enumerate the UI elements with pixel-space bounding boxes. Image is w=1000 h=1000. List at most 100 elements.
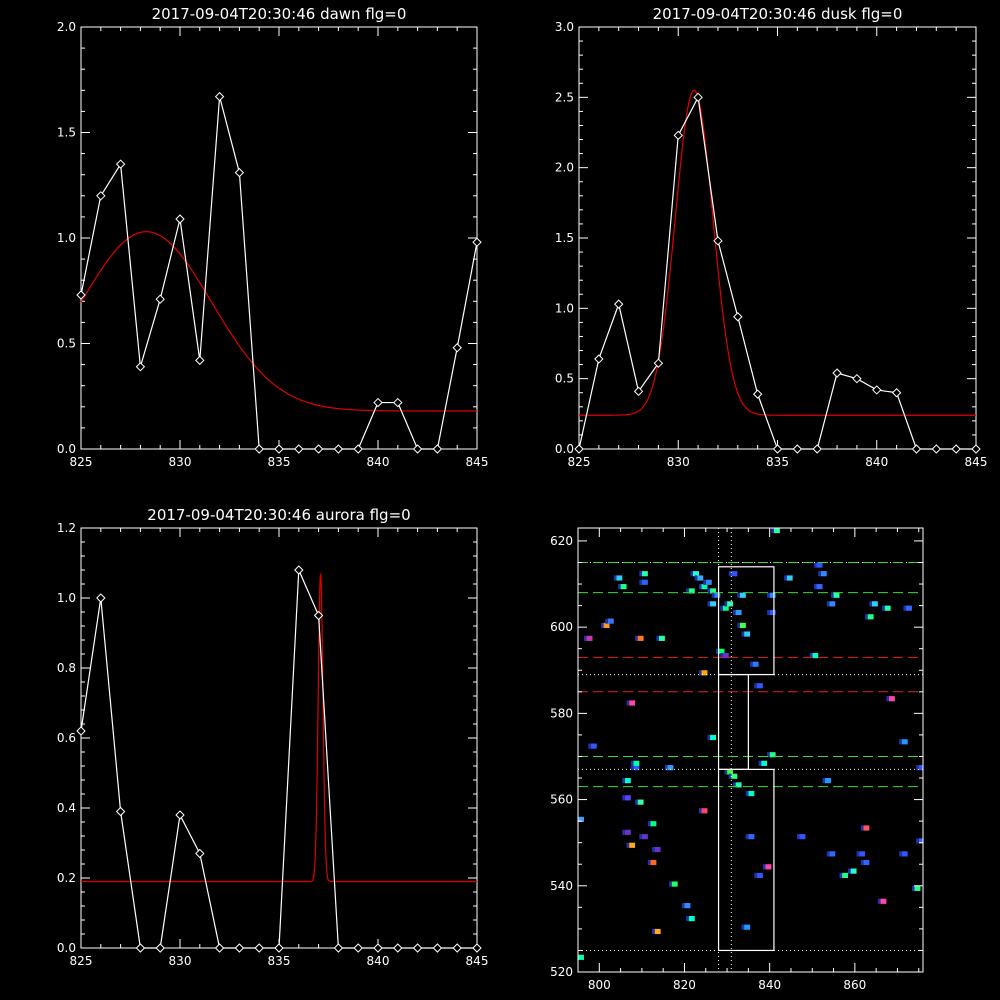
aurora-y-tick-label: 0.8 (57, 661, 76, 675)
aurora-data-point (214, 943, 225, 953)
image-pixel (667, 765, 674, 771)
dusk-x-tick-label: 825 (568, 455, 591, 469)
image-pixel (590, 743, 597, 749)
image-pixel-edge (796, 834, 800, 840)
dawn-data-point (96, 191, 106, 201)
image-pixel-edge (745, 834, 749, 840)
dawn-data-point (294, 444, 304, 454)
image-pixel (637, 799, 644, 805)
image-pixel-edge (639, 834, 642, 840)
image-pixel-edge (647, 859, 651, 866)
image-pixel (739, 592, 746, 598)
image-pixel-edge (728, 571, 732, 577)
image-pixel (650, 859, 657, 866)
image-pixel (624, 795, 631, 801)
image-pixel (829, 851, 836, 857)
dusk-x-tick-label: 840 (865, 455, 888, 469)
aurora-data-point (393, 943, 403, 953)
image-pixel-edge (618, 584, 621, 590)
dawn-y-tick-label: 2.0 (57, 20, 76, 34)
dawn-y-tick-label: 0.5 (57, 337, 76, 351)
image-pixel (863, 859, 870, 866)
image-pixel (799, 834, 806, 840)
image-pixel-edge (707, 588, 711, 594)
dusk-data-point (792, 444, 803, 454)
image-pixel (748, 790, 755, 797)
dusk-data-point (852, 373, 862, 384)
image-content (578, 528, 923, 972)
image-pixel-edge (601, 622, 604, 629)
image-pixel-edge (588, 743, 591, 749)
image-pixel (710, 734, 716, 741)
image-pixel (633, 765, 640, 771)
aurora-data-point (472, 943, 482, 953)
image-pixel-edge (694, 575, 698, 581)
image-y-tick-label: 540 (550, 879, 573, 893)
dusk-data-point (693, 92, 703, 103)
image-pixel-edge (707, 601, 711, 607)
image-pixel-edge (724, 601, 728, 607)
image-pixel-edge (813, 584, 817, 590)
image-pixel-edge (583, 635, 587, 641)
image-pixel-edge (839, 872, 843, 879)
image-pixel-edge (639, 579, 642, 585)
aurora-data-point (294, 565, 304, 575)
image-pixel (871, 601, 878, 607)
image-pixel (727, 601, 734, 607)
detector-image-panel: 800 820 840 860 520 540 560 580 600 620 (550, 527, 924, 992)
aurora-x-tick-label: 825 (70, 954, 93, 968)
image-pixel-edge (630, 760, 634, 766)
image-pixel (701, 584, 708, 590)
image-x-tick-label: 840 (758, 978, 781, 992)
image-pixel-edge (754, 683, 757, 689)
image-pixel (633, 760, 640, 766)
dawn-spectrum-panel: 2017-09-04T20:30:46 dawn flg=0 825 830 835 8… (57, 5, 489, 469)
dusk-spectrum-panel: 2017-09-04T20:30:46 dusk flg=0 825 830 835 8… (555, 5, 988, 469)
image-pixel-edge (767, 752, 770, 758)
dusk-y-tick-label: 0.0 (555, 442, 574, 456)
dawn-data-point (175, 214, 185, 224)
dusk-y-tick-label: 2.0 (555, 161, 574, 175)
aurora-data-point (432, 943, 443, 953)
image-pixel-edge (686, 915, 689, 922)
image-pixel (761, 760, 768, 766)
dusk-data-point (713, 236, 723, 246)
image-pixel-edge (826, 601, 830, 607)
image-pixel (710, 588, 716, 594)
image-pixel-edge (754, 872, 757, 879)
image-pixel (756, 683, 763, 689)
image-pixel-edge (698, 584, 702, 590)
image-pixel (816, 562, 823, 568)
image-pixel-edge (860, 859, 864, 866)
dusk-y-tick-label: 3.0 (555, 20, 574, 34)
dusk-data-point (931, 444, 942, 454)
image-pixel-edge (686, 588, 689, 594)
image-pixel (722, 653, 729, 659)
image-pixel (722, 605, 729, 611)
dawn-data-point (155, 294, 165, 304)
aurora-x-tick-label: 835 (268, 954, 291, 968)
image-pixel (624, 778, 631, 784)
dusk-data-point (891, 388, 902, 398)
image-pixel (629, 700, 636, 706)
dusk-data-point (733, 312, 743, 322)
dawn-data-point (373, 397, 383, 408)
aurora-data-point (76, 726, 86, 736)
aurora-data-point (175, 810, 185, 820)
image-pixel-edge (647, 821, 651, 827)
aurora-data-point (452, 943, 462, 953)
image-pixel-edge (877, 898, 881, 904)
image-pixel-edge (737, 592, 740, 598)
dusk-title: 2017-09-04T20:30:46 dusk flg=0 (653, 5, 903, 23)
image-pixel (654, 928, 661, 935)
image-pixel (603, 622, 610, 629)
image-pixel-edge (865, 614, 868, 620)
image-pixel (629, 842, 636, 848)
image-pixel-edge (690, 571, 693, 577)
image-pixel-edge (652, 846, 655, 853)
image-pixel-edge (860, 825, 864, 831)
image-pixel (727, 769, 734, 775)
dawn-data-point (76, 290, 86, 300)
image-pixel (586, 635, 593, 641)
